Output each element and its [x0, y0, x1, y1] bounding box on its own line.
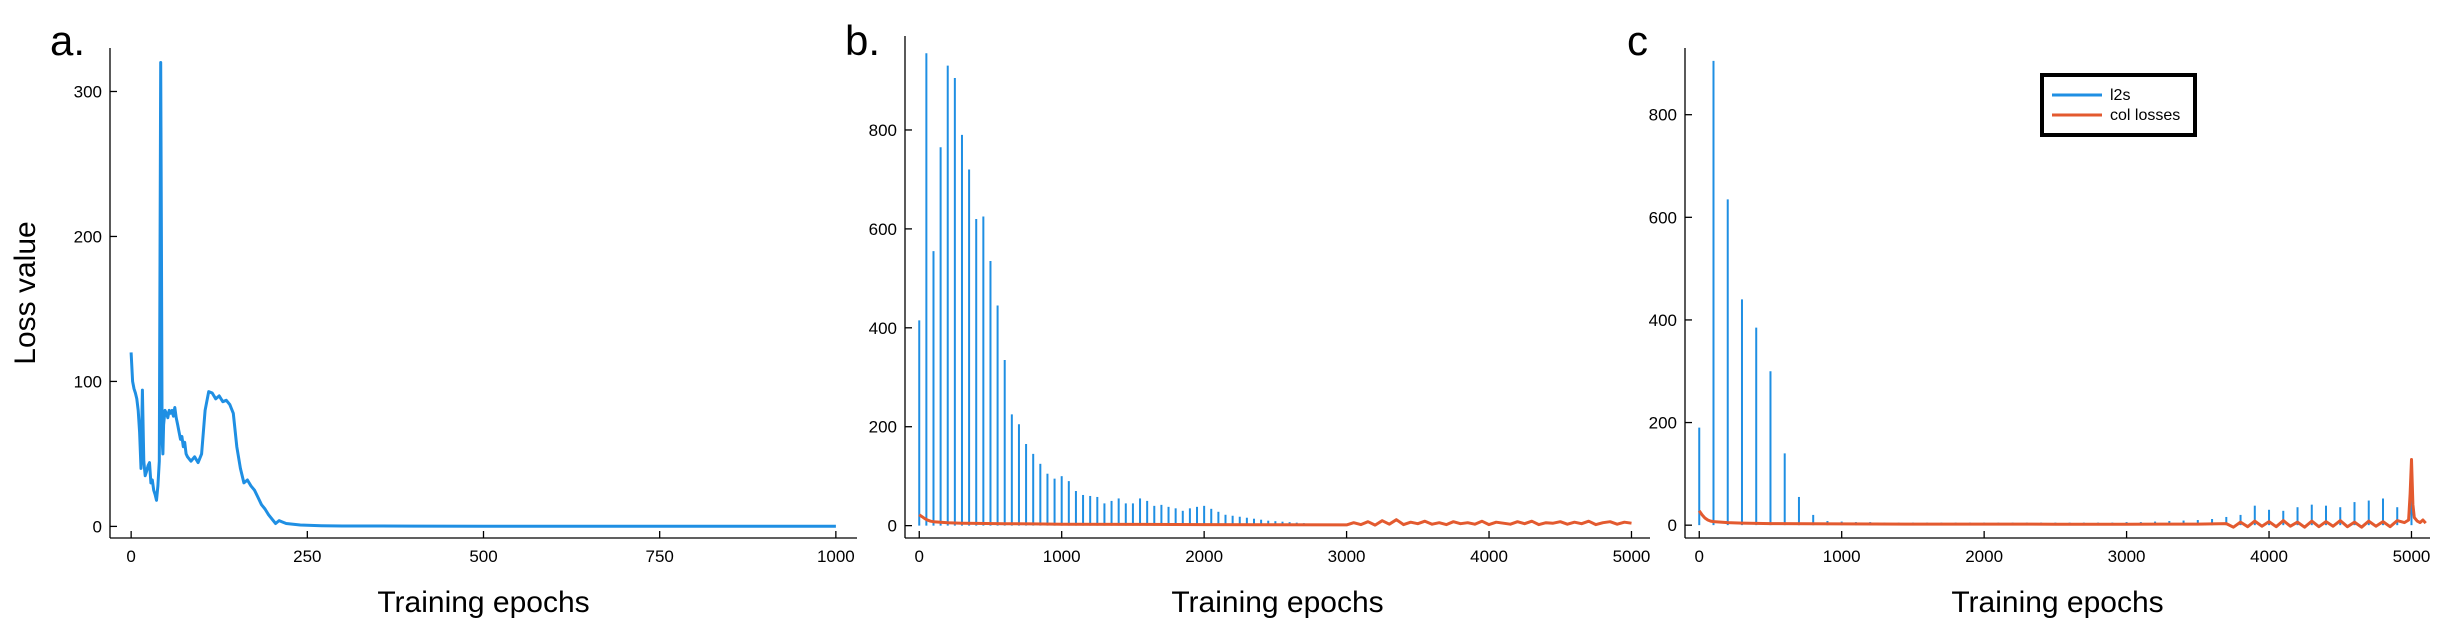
chart-panel-c: c 0 1000 2000 3000 4000 5000 0 200 400 600 800 Train…: [1627, 17, 2430, 619]
series-blue: [129, 61, 836, 528]
x-tick-label: 1000: [1043, 547, 1081, 566]
x-axis-title: Training epochs: [1171, 586, 1383, 619]
legend-box: [2040, 73, 2197, 137]
y-axis-title: Loss value: [9, 221, 42, 364]
x-tick-label: 2000: [1965, 547, 2003, 566]
x-tick-label: 3000: [1328, 547, 1366, 566]
y-tick-label: 600: [1649, 208, 1677, 227]
y-tick-label: 200: [869, 418, 897, 437]
legend-label: col losses: [2110, 107, 2180, 124]
y-tick-label: 100: [74, 372, 102, 391]
chart-panel-a: a. 0 250 500 750 1000 0 100 200 300 Training epoch…: [9, 17, 857, 619]
panel-label: b.: [845, 17, 880, 64]
x-tick-label: 4000: [1470, 547, 1508, 566]
panel-label: c: [1627, 17, 1648, 64]
y-tick-label: 0: [888, 517, 897, 536]
y-tick-label: 800: [1649, 106, 1677, 125]
x-tick-label: 0: [915, 547, 924, 566]
series-blue: [918, 53, 1348, 526]
x-tick-label: 0: [126, 547, 135, 566]
data-line: [1697, 458, 2427, 529]
x-tick-label: 3000: [2108, 547, 2146, 566]
y-tick-label: 600: [869, 220, 897, 239]
x-tick-label: 4000: [2250, 547, 2288, 566]
data-line: [129, 61, 836, 528]
x-tick-label: 5000: [2393, 547, 2431, 566]
y-tick-label: 400: [1649, 311, 1677, 330]
y-tick-label: 200: [74, 227, 102, 246]
y-tick-label: 200: [1649, 414, 1677, 433]
x-axis-title: Training epochs: [1951, 586, 2163, 619]
legend: l2s col losses: [2040, 73, 2197, 137]
series-l2s: [1698, 60, 2413, 526]
series-orange: [918, 513, 1632, 527]
y-tick-label: 0: [93, 517, 102, 536]
x-tick-label: 2000: [1185, 547, 1223, 566]
series-col-losses: [1697, 458, 2427, 529]
legend-label: l2s: [2110, 87, 2130, 104]
data-line: [918, 513, 1632, 527]
x-tick-label: 5000: [1613, 547, 1651, 566]
x-tick-label: 750: [645, 547, 673, 566]
chart-panel-b: b. 0 1000 2000 3000 4000 5000 0 200 400 600 800 Trai…: [845, 17, 1650, 619]
x-tick-label: 1000: [817, 547, 855, 566]
y-tick-label: 800: [869, 121, 897, 140]
y-tick-label: 0: [1668, 516, 1677, 535]
x-tick-label: 500: [469, 547, 497, 566]
y-tick-label: 400: [869, 319, 897, 338]
x-axis-title: Training epochs: [377, 586, 589, 619]
x-tick-label: 250: [293, 547, 321, 566]
panel-label: a.: [50, 17, 85, 64]
x-tick-label: 1000: [1823, 547, 1861, 566]
x-tick-label: 0: [1695, 547, 1704, 566]
y-tick-label: 300: [74, 82, 102, 101]
